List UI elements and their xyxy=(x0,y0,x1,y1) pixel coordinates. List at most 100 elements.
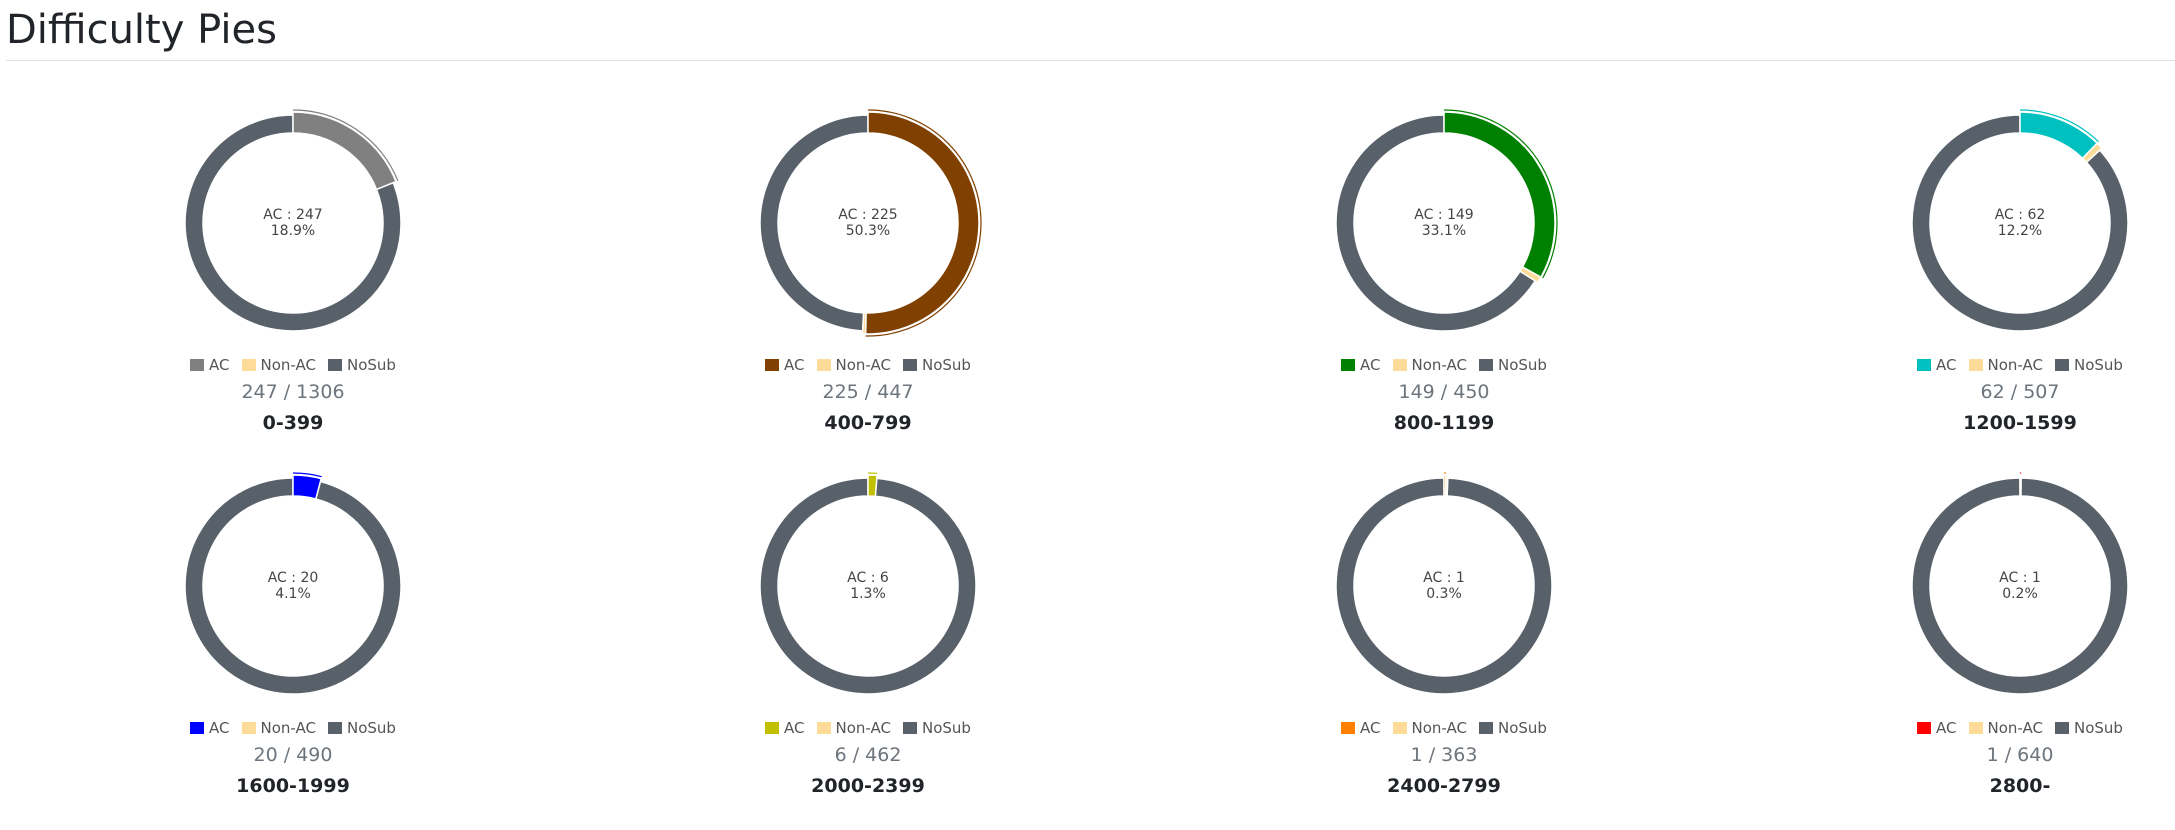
legend-label: AC xyxy=(784,719,805,737)
legend-label: Non-AC xyxy=(1411,356,1467,374)
pie-svg xyxy=(1911,472,2129,695)
legend-item-non-ac[interactable]: Non-AC xyxy=(816,719,891,737)
legend-label: Non-AC xyxy=(1987,356,2043,374)
pie-slice-ac[interactable] xyxy=(2019,474,2022,497)
pie-slice-ac[interactable] xyxy=(1443,474,1447,497)
legend-item-nosub[interactable]: NoSub xyxy=(1479,719,1547,737)
pie-legend: AC Non-AC NoSub xyxy=(638,356,1098,374)
legend-item-non-ac[interactable]: Non-AC xyxy=(1968,356,2043,374)
legend-item-non-ac[interactable]: Non-AC xyxy=(1392,356,1467,374)
difficulty-pie-1600-1999: AC : 20 4.1% AC Non-AC NoSub 20 / 490 1600-199… xyxy=(63,461,523,801)
legend-label: Non-AC xyxy=(260,719,316,737)
legend-swatch xyxy=(765,359,780,371)
legend-label: AC xyxy=(1936,719,1957,737)
legend-item-non-ac[interactable]: Non-AC xyxy=(241,719,316,737)
pie-svg xyxy=(759,472,977,695)
pie-slice-ac[interactable] xyxy=(2019,111,2099,160)
pie-slice-nosub[interactable] xyxy=(1911,114,2129,332)
legend-label: AC xyxy=(209,719,230,737)
legend-label: AC xyxy=(209,356,230,374)
legend-item-nosub[interactable]: NoSub xyxy=(2055,719,2123,737)
legend-label: AC xyxy=(784,356,805,374)
legend-swatch xyxy=(1479,722,1493,734)
pie-legend: AC Non-AC NoSub xyxy=(1214,356,1674,374)
pie-slice-ac[interactable] xyxy=(292,111,397,191)
difficulty-pie-2400-2799: AC : 1 0.3% AC Non-AC NoSub 1 / 363 2400-2799 xyxy=(1214,461,1674,801)
pie-svg xyxy=(1335,472,1553,695)
pie-slice-ac[interactable] xyxy=(1443,111,1556,279)
pie-count-label: 247 / 1306 xyxy=(241,381,345,403)
legend-label: AC xyxy=(1936,356,1957,374)
legend-item-ac[interactable]: AC xyxy=(1341,356,1381,374)
pie-slice-nosub[interactable] xyxy=(184,114,402,332)
difficulty-pie-800-1199: AC : 149 33.1% AC Non-AC NoSub 149 / 450 800-1… xyxy=(1214,98,1674,438)
legend-item-ac[interactable]: AC xyxy=(190,356,230,374)
pie-slice-ac[interactable] xyxy=(864,111,980,335)
pie-center-percent: 0.3% xyxy=(1426,586,1462,602)
legend-label: NoSub xyxy=(2074,719,2123,737)
pie-slice-nosub[interactable] xyxy=(759,477,977,695)
legend-label: NoSub xyxy=(1498,719,1547,737)
pie-center-percent: 1.3% xyxy=(850,586,886,602)
legend-item-nosub[interactable]: NoSub xyxy=(328,356,396,374)
legend-item-non-ac[interactable]: Non-AC xyxy=(816,356,891,374)
pie-center-label: AC : 247 18.9% xyxy=(168,98,418,348)
pie-center-label: AC : 62 12.2% xyxy=(1895,98,2145,348)
pie-slice-ac-outline xyxy=(865,109,982,337)
pie-center-ac: AC : 225 xyxy=(838,207,898,223)
legend-swatch xyxy=(1917,359,1932,371)
pie-center-ac: AC : 20 xyxy=(267,570,319,586)
legend-item-non-ac[interactable]: Non-AC xyxy=(241,356,316,374)
legend-item-ac[interactable]: AC xyxy=(765,356,805,374)
pie-slice-ac[interactable] xyxy=(867,474,878,498)
pie-count-label: 149 / 450 xyxy=(1398,381,1490,403)
pie-slice-nosub[interactable] xyxy=(184,477,402,695)
pie-center-percent: 33.1% xyxy=(1421,223,1467,239)
legend-label: NoSub xyxy=(1498,356,1547,374)
legend-item-nosub[interactable]: NoSub xyxy=(2055,356,2123,374)
legend-label: Non-AC xyxy=(1987,719,2043,737)
pie-center-percent: 50.3% xyxy=(845,223,891,239)
pie-range-label: 0-399 xyxy=(262,412,324,434)
legend-swatch xyxy=(903,359,917,371)
difficulty-pie-0-399: AC : 247 18.9% AC Non-AC NoSub 247 / 1306 0-39… xyxy=(63,98,523,438)
pie-count-label: 62 / 507 xyxy=(1980,381,2060,403)
legend-swatch xyxy=(328,722,342,734)
legend-item-ac[interactable]: AC xyxy=(765,719,805,737)
pie-svg xyxy=(1911,109,2129,332)
pie-chart: AC : 62 12.2% xyxy=(1895,98,2145,348)
difficulty-pie-2800-: AC : 1 0.2% AC Non-AC NoSub 1 / 640 2800- xyxy=(1790,461,2175,801)
pie-slice-nosub[interactable] xyxy=(1335,477,1553,695)
legend-item-ac[interactable]: AC xyxy=(1917,356,1957,374)
legend-label: Non-AC xyxy=(1411,719,1467,737)
pie-center-label: AC : 20 4.1% xyxy=(168,461,418,711)
legend-item-nosub[interactable]: NoSub xyxy=(328,719,396,737)
pie-count-label: 1 / 640 xyxy=(1986,744,2054,766)
legend-item-ac[interactable]: AC xyxy=(190,719,230,737)
legend-item-ac[interactable]: AC xyxy=(1917,719,1957,737)
legend-item-nosub[interactable]: NoSub xyxy=(903,719,971,737)
legend-label: AC xyxy=(1360,356,1381,374)
pie-legend: AC Non-AC NoSub xyxy=(63,719,523,737)
legend-swatch xyxy=(1968,722,1983,734)
pie-center-percent: 0.2% xyxy=(2002,586,2038,602)
legend-item-nosub[interactable]: NoSub xyxy=(903,356,971,374)
pie-range-label: 2400-2799 xyxy=(1387,775,1501,797)
legend-swatch xyxy=(816,359,831,371)
pie-center-label: AC : 6 1.3% xyxy=(743,461,993,711)
legend-item-ac[interactable]: AC xyxy=(1341,719,1381,737)
legend-swatch xyxy=(1341,359,1356,371)
legend-item-nosub[interactable]: NoSub xyxy=(1479,356,1547,374)
legend-swatch xyxy=(241,722,256,734)
pie-slice-nosub[interactable] xyxy=(1911,477,2129,695)
pie-center-ac: AC : 247 xyxy=(263,207,323,223)
legend-item-non-ac[interactable]: Non-AC xyxy=(1392,719,1467,737)
pie-center-ac: AC : 62 xyxy=(1994,207,2046,223)
legend-swatch xyxy=(1392,359,1407,371)
difficulty-pie-400-799: AC : 225 50.3% AC Non-AC NoSub 225 / 447 400-7… xyxy=(638,98,1098,438)
pie-slice-ac[interactable] xyxy=(292,474,323,500)
pie-center-ac: AC : 6 xyxy=(847,570,889,586)
legend-label: Non-AC xyxy=(260,356,316,374)
legend-item-non-ac[interactable]: Non-AC xyxy=(1968,719,2043,737)
